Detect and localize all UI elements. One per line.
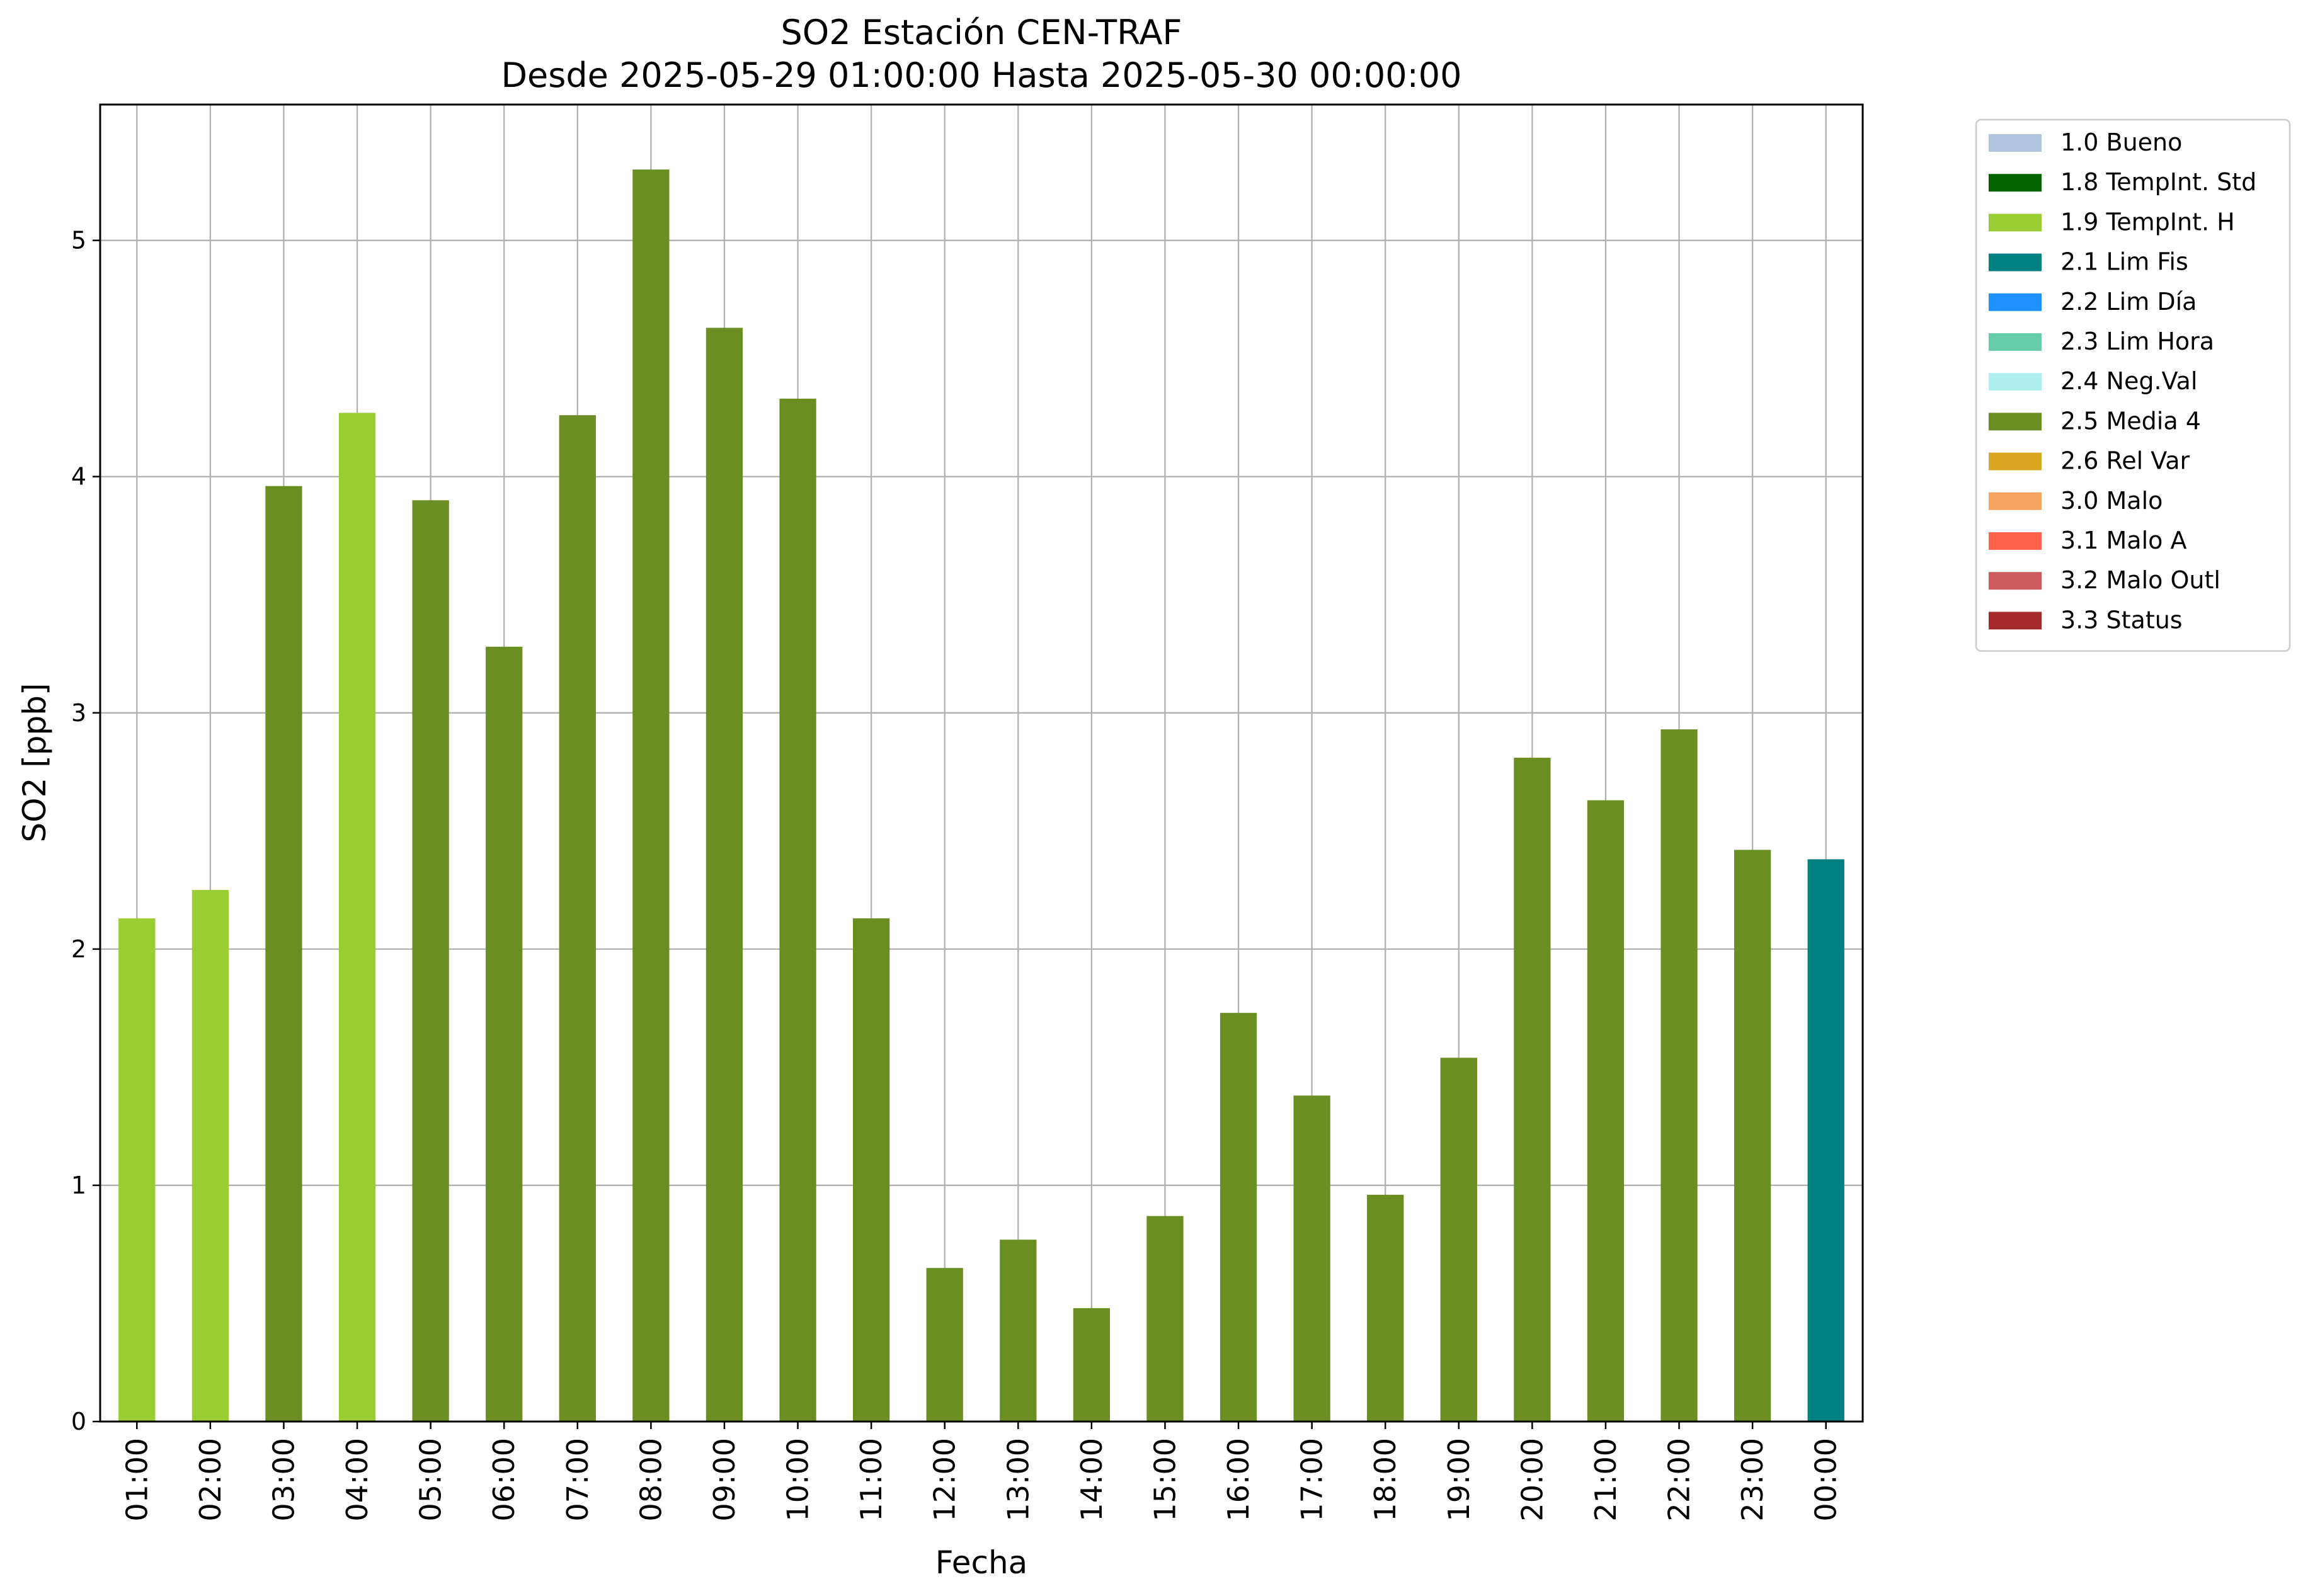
x-tick-label: 18:00	[1368, 1438, 1402, 1522]
legend-entry-label: 2.3 Lim Hora	[2060, 328, 2214, 355]
x-axis-ticks: 01:00 02:00 03:00 04:00 05:00 06:00 07:00 08:00…	[120, 1422, 1843, 1522]
x-tick-label: 07:00	[561, 1438, 595, 1522]
legend-swatch	[1989, 413, 2042, 431]
bar-18:00	[1367, 1194, 1404, 1422]
legend-swatch	[1989, 492, 2042, 510]
legend-swatch	[1989, 134, 2042, 152]
y-axis-ticks: 0 1 2 3 4 5	[71, 227, 100, 1435]
y-tick-label: 1	[71, 1171, 86, 1199]
x-tick-label: 12:00	[928, 1438, 962, 1522]
legend-entry-label: 1.9 TempInt. H	[2060, 208, 2235, 236]
bar-02:00	[191, 890, 229, 1422]
legend-swatch	[1989, 612, 2042, 630]
legend-swatch	[1989, 333, 2042, 351]
x-tick-label: 17:00	[1295, 1438, 1329, 1522]
x-tick-label: 04:00	[340, 1438, 374, 1522]
bar-05:00	[412, 500, 449, 1422]
bar-13:00	[1000, 1240, 1037, 1422]
x-tick-label: 21:00	[1589, 1438, 1623, 1522]
bar-07:00	[559, 415, 596, 1422]
bar-22:00	[1660, 729, 1698, 1422]
legend-entry-label: 3.3 Status	[2060, 606, 2183, 634]
legend-swatch	[1989, 452, 2042, 470]
bar-11:00	[852, 918, 890, 1422]
legend-entry-label: 1.8 TempInt. Std	[2060, 168, 2256, 196]
x-tick-label: 16:00	[1221, 1438, 1255, 1522]
bar-01:00	[118, 918, 156, 1422]
bar-12:00	[926, 1268, 963, 1422]
x-tick-label: 03:00	[266, 1438, 300, 1522]
plot-frame	[99, 103, 1864, 1423]
bar-08:00	[632, 169, 670, 1422]
x-tick-label: 10:00	[781, 1438, 815, 1522]
y-tick-label: 4	[71, 463, 86, 491]
bar-23:00	[1734, 850, 1771, 1422]
legend-entry-label: 2.1 Lim Fis	[2060, 248, 2188, 276]
bar-20:00	[1514, 758, 1551, 1422]
y-axis-label: SO2 [ppb]	[16, 683, 53, 842]
bars	[118, 169, 1844, 1422]
bar-09:00	[706, 328, 743, 1422]
legend: 1.0 Bueno 1.8 TempInt. Std 1.9 TempInt. H 2…	[1975, 118, 2291, 652]
legend-swatch	[1989, 293, 2042, 311]
bar-19:00	[1440, 1057, 1477, 1422]
x-tick-label: 01:00	[120, 1438, 154, 1522]
chart-title: SO2 Estación CEN-TRAF	[780, 13, 1182, 52]
bar-17:00	[1293, 1095, 1330, 1422]
bar-06:00	[486, 646, 523, 1422]
x-tick-label: 14:00	[1075, 1438, 1109, 1522]
x-tick-label: 13:00	[1001, 1438, 1035, 1522]
legend-entry-label: 3.1 Malo A	[2060, 527, 2186, 554]
x-tick-label: 08:00	[634, 1438, 668, 1522]
y-tick-label: 5	[71, 227, 86, 254]
x-tick-label: 15:00	[1148, 1438, 1182, 1522]
x-tick-label: 02:00	[193, 1438, 227, 1522]
bar-03:00	[265, 486, 302, 1422]
x-tick-label: 00:00	[1809, 1438, 1843, 1522]
x-tick-label: 06:00	[487, 1438, 521, 1522]
bar-21:00	[1587, 800, 1625, 1422]
legend-swatch	[1989, 373, 2042, 391]
x-tick-label: 20:00	[1515, 1438, 1549, 1522]
legend-frame	[1975, 118, 2291, 652]
legend-entry-label: 3.2 Malo Outl	[2060, 566, 2220, 594]
x-tick-label: 19:00	[1442, 1438, 1476, 1522]
legend-entry-label: 2.4 Neg.Val	[2060, 367, 2197, 395]
x-tick-label: 22:00	[1662, 1438, 1696, 1522]
chart-subtitle: Desde 2025-05-29 01:00:00 Hasta 2025-05-…	[501, 55, 1461, 95]
bar-10:00	[779, 398, 816, 1422]
legend-swatch	[1989, 253, 2042, 271]
legend-swatch	[1989, 214, 2042, 232]
y-tick-label: 3	[71, 699, 86, 727]
x-tick-label: 23:00	[1735, 1438, 1769, 1522]
x-tick-label: 11:00	[854, 1438, 888, 1522]
legend-swatch	[1989, 532, 2042, 550]
legend-swatch	[1989, 572, 2042, 590]
bar-15:00	[1146, 1216, 1184, 1422]
x-axis-label: Fecha	[935, 1544, 1028, 1581]
legend-entry-label: 3.0 Malo	[2060, 487, 2163, 515]
x-tick-label: 05:00	[414, 1438, 448, 1522]
bar-04:00	[338, 413, 376, 1422]
x-tick-label: 09:00	[707, 1438, 741, 1522]
y-tick-label: 0	[71, 1408, 86, 1435]
legend-entry-label: 1.0 Bueno	[2060, 128, 2182, 156]
y-tick-label: 2	[71, 935, 86, 963]
legend-entry-label: 2.2 Lim Día	[2060, 288, 2197, 316]
bar-14:00	[1073, 1308, 1111, 1422]
legend-entry-label: 2.6 Rel Var	[2060, 447, 2190, 475]
bar-00:00	[1807, 859, 1844, 1422]
bar-16:00	[1220, 1013, 1257, 1422]
legend-entry-label: 2.5 Media 4	[2060, 407, 2201, 435]
legend-swatch	[1989, 174, 2042, 192]
